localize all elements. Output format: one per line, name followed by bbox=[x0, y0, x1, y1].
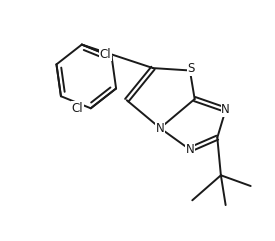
Text: N: N bbox=[156, 122, 164, 135]
Text: N: N bbox=[221, 103, 230, 116]
Text: Cl: Cl bbox=[72, 102, 84, 115]
Text: N: N bbox=[186, 143, 194, 156]
Text: Cl: Cl bbox=[100, 48, 111, 61]
Text: S: S bbox=[188, 62, 195, 75]
